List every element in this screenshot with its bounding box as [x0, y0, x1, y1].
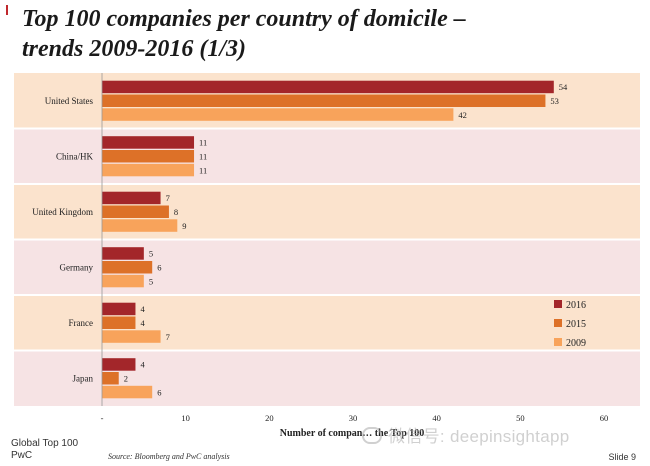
category-label: United Kingdom [32, 207, 93, 217]
bar [102, 136, 195, 149]
bar-value-label: 54 [559, 82, 568, 92]
source-note: Source: Bloomberg and PwC analysis [108, 452, 230, 461]
bar-value-label: 4 [140, 318, 145, 328]
x-tick-label: 10 [181, 413, 190, 423]
bar-value-label: 11 [199, 165, 207, 175]
x-tick-label: 60 [600, 413, 609, 423]
page-title: Top 100 companies per country of domicil… [22, 4, 642, 64]
bar-value-label: 7 [166, 193, 170, 203]
legend-swatch [554, 300, 562, 308]
x-tick-label: 50 [516, 413, 525, 423]
bar [102, 150, 195, 163]
category-label: United States [45, 96, 94, 106]
x-tick-label: 30 [349, 413, 358, 423]
bar [102, 274, 144, 288]
bar-value-label: 8 [174, 207, 178, 217]
bar [102, 163, 195, 177]
category-label: Germany [60, 262, 94, 272]
x-tick-label: 20 [265, 413, 274, 423]
bar [102, 385, 153, 399]
accent-mark [6, 5, 8, 15]
category-label: Japan [73, 373, 94, 383]
legend-swatch [554, 338, 562, 346]
x-tick-label: 40 [432, 413, 441, 423]
bar-value-label: 5 [149, 276, 153, 286]
bar-value-label: 6 [157, 387, 161, 397]
bar [102, 80, 554, 94]
bar [102, 219, 178, 232]
x-tick-label: - [101, 413, 104, 423]
bar-value-label: 53 [550, 96, 559, 106]
bar-value-label: 2 [124, 374, 128, 384]
bar [102, 94, 546, 107]
bar-value-label: 5 [149, 249, 153, 259]
watermark-text: 微信号: deepinsightapp [388, 427, 570, 446]
bar [102, 191, 161, 205]
bar-value-label: 4 [140, 360, 145, 370]
bar [102, 358, 136, 371]
legend-label: 2015 [566, 319, 586, 330]
bar [102, 108, 454, 121]
legend-swatch [554, 319, 562, 327]
bar [102, 302, 136, 316]
bar-value-label: 7 [166, 332, 170, 342]
bar-value-label: 11 [199, 152, 207, 162]
wechat-icon [362, 427, 382, 444]
bar [102, 330, 161, 343]
bar [102, 316, 136, 329]
bar-value-label: 9 [182, 221, 186, 231]
bar [102, 261, 153, 274]
bar [102, 372, 119, 385]
footer: Global Top 100 PwC [11, 438, 78, 462]
bar [102, 205, 169, 218]
x-axis-label: Number of compan… the Top 100 [280, 428, 425, 439]
title-line-1: Top 100 companies per country of domicil… [22, 6, 466, 32]
bar-value-label: 6 [157, 263, 161, 273]
title-line-2: trends 2009-2016 (1/3) [22, 36, 246, 62]
legend-label: 2009 [566, 338, 586, 349]
category-label: China/HK [56, 151, 93, 161]
category-label: France [69, 318, 94, 328]
watermark: 微信号: deepinsightapp [362, 422, 569, 447]
bar-value-label: 42 [458, 110, 467, 120]
bar-value-label: 11 [199, 138, 207, 148]
legend-label: 2016 [566, 300, 586, 311]
footer-company: PwC [11, 450, 33, 461]
bar-value-label: 4 [140, 304, 145, 314]
slide-number: Slide 9 [608, 452, 636, 462]
bar [102, 247, 144, 260]
footer-report-name: Global Top 100 [11, 438, 79, 449]
